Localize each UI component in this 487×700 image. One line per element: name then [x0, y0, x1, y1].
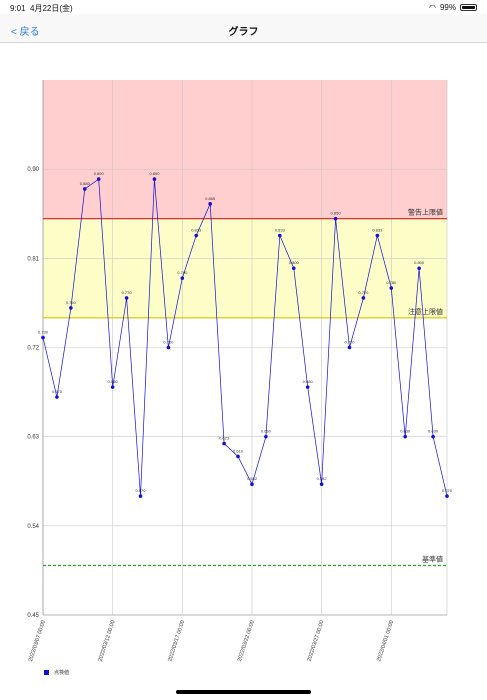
- battery-icon: [460, 4, 477, 11]
- y-tick-label: 0.63: [27, 435, 39, 441]
- data-point: [124, 296, 129, 300]
- data-label: 0.720: [344, 340, 355, 345]
- data-label: 0.790: [177, 270, 188, 275]
- home-indicator: [176, 690, 311, 694]
- y-tick-label: 0.72: [27, 346, 39, 352]
- data-point: [445, 494, 449, 498]
- data-point: [96, 177, 101, 181]
- data-point: [180, 276, 185, 280]
- data-point: [361, 296, 366, 300]
- time-text: 9:01: [10, 4, 26, 13]
- data-label: 0.800: [289, 260, 300, 265]
- data-point: [417, 266, 421, 271]
- data-point: [166, 345, 171, 350]
- data-label: 0.630: [261, 429, 272, 434]
- line-chart: 0.45 0.54 0.63 0.72 0.81 0.90 2022/03/07 00:00…: [27, 80, 453, 663]
- band-warning: [43, 80, 447, 219]
- data-point: [69, 306, 73, 310]
- data-label: 0.730: [38, 330, 49, 335]
- data-label: 0.630: [428, 429, 439, 434]
- data-point: [222, 441, 226, 446]
- x-tick-label: 2022/03/22 00:00: [237, 620, 256, 663]
- data-point: [138, 494, 143, 498]
- data-label: 0.880: [80, 181, 91, 186]
- date-text: 4月22日(金): [30, 4, 73, 13]
- x-tick-label: 2022/03/17 00:00: [167, 620, 186, 663]
- data-point: [278, 233, 282, 238]
- data-point: [389, 286, 394, 290]
- data-point: [41, 335, 45, 340]
- nav-bar: < 戻る グラフ: [0, 14, 487, 43]
- legend-swatch: [44, 670, 49, 675]
- data-point: [333, 216, 338, 221]
- limit-line-label: 警告上限値: [408, 208, 443, 217]
- data-point: [319, 482, 324, 487]
- band-caution: [43, 218, 447, 318]
- data-label: 0.720: [163, 340, 174, 345]
- x-tick-label: 2022/03/12 00:00: [98, 620, 117, 663]
- data-point: [431, 434, 435, 439]
- data-point: [305, 385, 310, 389]
- battery-fill: [462, 6, 475, 9]
- x-tick-label: 2022/03/27 00:00: [307, 620, 326, 663]
- x-tick-label: 2022/03/07 00:00: [28, 620, 47, 663]
- data-label: 0.610: [233, 448, 244, 453]
- legend-label: 点検値: [54, 670, 70, 676]
- data-point: [194, 233, 199, 238]
- data-label: 0.833: [372, 228, 383, 233]
- data-point: [347, 345, 352, 350]
- status-bar: 9:01 4月22日(金) ◠ 99%: [0, 0, 487, 14]
- data-label: 0.833: [275, 228, 286, 233]
- y-tick-label: 0.54: [27, 524, 39, 530]
- series-line: [42, 178, 448, 497]
- data-label: 0.630: [400, 429, 411, 434]
- data-point: [152, 177, 157, 181]
- data-label: 0.890: [94, 171, 105, 176]
- data-label: 0.680: [303, 379, 314, 384]
- status-time: 9:01 4月22日(金): [10, 3, 73, 14]
- y-tick-label: 0.45: [27, 613, 39, 619]
- data-point: [264, 434, 268, 439]
- data-label: 0.800: [414, 260, 425, 265]
- status-right: ◠ 99%: [429, 3, 477, 12]
- legend: 点検値: [44, 669, 69, 676]
- limit-line-label: 基準値: [422, 554, 443, 563]
- data-label: 0.570: [136, 488, 147, 493]
- y-tick-label: 0.81: [27, 256, 39, 262]
- data-label: 0.770: [122, 290, 133, 295]
- data-label: 0.670: [52, 389, 63, 394]
- battery-percent: 99%: [439, 3, 456, 12]
- data-label: 0.833: [191, 228, 202, 233]
- data-point: [375, 233, 380, 238]
- data-label: 0.865: [205, 196, 216, 201]
- data-label: 0.582: [247, 476, 258, 481]
- data-label: 0.780: [386, 280, 397, 285]
- data-point: [291, 266, 296, 271]
- data-point: [55, 395, 59, 399]
- data-label: 0.623: [219, 436, 230, 441]
- wifi-icon: ◠: [429, 3, 436, 12]
- data-point: [208, 202, 212, 206]
- limit-line-label: 注意上限値: [408, 307, 443, 316]
- data-label: 0.680: [108, 379, 119, 384]
- data-point: [403, 434, 408, 439]
- page-title: グラフ: [228, 27, 259, 38]
- back-button[interactable]: < 戻る: [11, 27, 40, 38]
- data-label: 0.770: [358, 290, 369, 295]
- data-point: [236, 454, 240, 459]
- y-tick-label: 0.90: [27, 167, 39, 173]
- data-point: [250, 482, 254, 487]
- data-label: 0.582: [317, 476, 328, 481]
- data-label: 0.570: [442, 488, 453, 493]
- data-point: [110, 385, 115, 389]
- x-tick-label: 2022/04/01 00:00: [376, 620, 395, 663]
- data-label: 0.890: [149, 171, 160, 176]
- data-label: 0.760: [66, 300, 77, 305]
- data-label: 0.850: [331, 211, 342, 216]
- data-point: [82, 187, 87, 191]
